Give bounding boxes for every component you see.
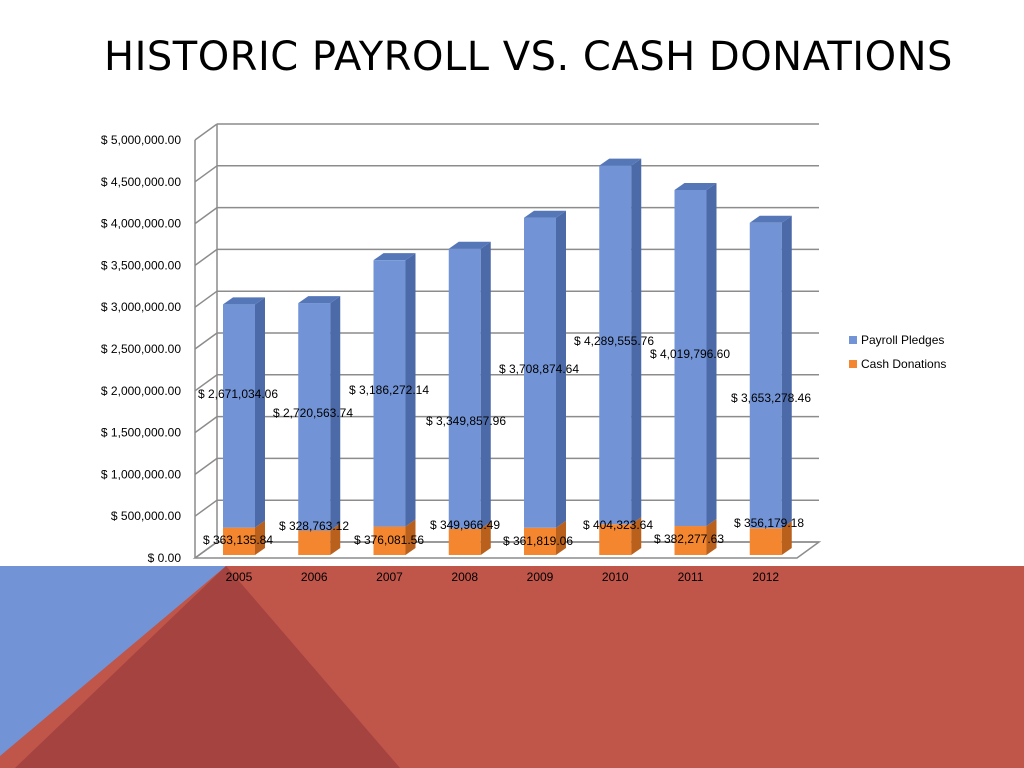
bar-cash-2009-front <box>524 527 556 555</box>
y-tick-label: $ 4,500,000.00 <box>101 175 181 189</box>
x-tick-label: 2006 <box>301 570 328 584</box>
x-tick-label: 2005 <box>226 570 253 584</box>
bar-cash-2009-side <box>556 520 566 555</box>
bar-cash-2007-side <box>405 519 416 555</box>
y-tick-label: $ 5,000,000.00 <box>101 133 181 147</box>
bar-cash-2012-front <box>749 528 782 555</box>
data-label-cash: $ 363,135.84 <box>203 533 273 547</box>
gridline-side <box>194 248 218 267</box>
bar-payroll-2007-side <box>405 253 416 527</box>
data-label-cash: $ 356,179.18 <box>734 516 804 530</box>
legend-item-cash: Cash Donations <box>849 352 946 376</box>
bar-top-2011 <box>674 182 717 190</box>
data-label-payroll: $ 3,186,272.14 <box>349 383 429 397</box>
data-label-cash: $ 328,763.12 <box>279 519 349 533</box>
chart-floor <box>192 541 822 559</box>
gridline-side <box>194 374 218 392</box>
x-tick-label: 2010 <box>602 570 629 584</box>
bar-top-2010 <box>599 158 642 166</box>
x-tick-label: 2008 <box>451 570 478 584</box>
bar-cash-2005-side <box>255 520 265 555</box>
legend-label-payroll: Payroll Pledges <box>861 333 945 347</box>
bar-cash-2006-side <box>330 523 341 555</box>
data-label-cash: $ 349,966.49 <box>430 518 500 532</box>
bar-payroll-2005-front <box>223 304 255 528</box>
bar-top-2008 <box>448 241 491 249</box>
bar-payroll-2005-side <box>255 297 265 528</box>
bar-cash-2010-side <box>631 517 642 555</box>
y-tick-label: $ 3,000,000.00 <box>101 300 181 314</box>
legend-swatch-payroll <box>849 336 857 344</box>
gridline-side <box>194 415 218 434</box>
y-tick-label: $ 3,500,000.00 <box>101 258 181 272</box>
y-tick-label: $ 500,000.00 <box>111 509 181 523</box>
data-label-cash: $ 361,819.06 <box>503 534 573 548</box>
bar-payroll-2007-front <box>373 260 406 527</box>
bar-cash-2008-front <box>448 528 481 555</box>
x-tick-label: 2011 <box>678 570 704 584</box>
bar-payroll-2011-front <box>674 189 707 527</box>
bar-payroll-2011-side <box>706 182 717 527</box>
data-label-cash: $ 404,323.64 <box>583 518 653 532</box>
gridline-side <box>194 206 218 225</box>
y-tick-label: $ 0.00 <box>148 551 182 565</box>
y-tick-label: $ 2,000,000.00 <box>101 384 181 398</box>
x-tick-label: 2012 <box>752 570 779 584</box>
x-tick-label: 2009 <box>527 570 554 584</box>
data-label-payroll: $ 4,289,555.76 <box>574 334 654 348</box>
y-tick-label: $ 1,000,000.00 <box>101 467 181 481</box>
slide-title: HISTORIC PAYROLL VS. CASH DONATIONS <box>104 34 953 80</box>
bar-top-2012 <box>749 215 792 223</box>
bar-top-2007 <box>373 253 416 261</box>
bar-cash-2005-front <box>223 527 255 555</box>
gridline-side <box>194 123 218 141</box>
gridline-side <box>194 332 218 350</box>
gridline-side <box>194 165 218 183</box>
bar-top-2005 <box>223 297 265 305</box>
bar-cash-2007-front <box>373 526 406 555</box>
bar-cash-2012-side <box>781 521 792 555</box>
bar-cash-2008-side <box>480 521 491 555</box>
y-tick-label: $ 2,500,000.00 <box>101 342 181 356</box>
x-tick-label: 2007 <box>376 570 403 584</box>
bar-payroll-2010-front <box>599 165 632 525</box>
data-label-payroll: $ 3,708,874.64 <box>499 362 579 376</box>
y-tick-label: $ 4,000,000.00 <box>101 217 181 231</box>
chart-legend: Payroll Pledges Cash Donations <box>849 328 946 376</box>
bar-payroll-2008-front <box>448 248 481 529</box>
bar-cash-2011-side <box>706 519 717 555</box>
bar-payroll-2009-side <box>556 210 566 528</box>
data-label-payroll: $ 3,349,857.96 <box>426 414 506 428</box>
bar-payroll-2012-front <box>749 222 782 529</box>
bar-payroll-2010-side <box>631 158 642 525</box>
dark-red-triangle <box>15 566 400 768</box>
legend-swatch-cash <box>849 360 857 368</box>
gridline-side <box>194 290 218 308</box>
data-label-cash: $ 376,081.56 <box>354 533 424 547</box>
gridline-side <box>194 499 218 517</box>
bar-payroll-2006-front <box>298 303 331 531</box>
bar-payroll-2009-front <box>524 217 556 528</box>
bar-cash-2011-front <box>674 526 707 555</box>
gridline-side <box>194 457 218 476</box>
blue-triangle <box>0 566 226 756</box>
data-label-payroll: $ 2,671,034.06 <box>198 387 278 401</box>
bar-payroll-2006-side <box>330 296 341 531</box>
bar-top-2009 <box>524 210 566 218</box>
y-tick-label: $ 1,500,000.00 <box>101 426 181 440</box>
legend-label-cash: Cash Donations <box>861 357 947 371</box>
data-label-payroll: $ 3,653,278.46 <box>731 391 811 405</box>
legend-item-payroll: Payroll Pledges <box>849 328 946 352</box>
bar-cash-2010-front <box>599 524 632 555</box>
data-label-cash: $ 382,277.63 <box>654 532 724 546</box>
data-label-payroll: $ 4,019,796.60 <box>650 347 730 361</box>
bar-payroll-2008-side <box>480 241 491 529</box>
bar-top-2006 <box>298 296 341 304</box>
bar-cash-2006-front <box>298 530 331 555</box>
bar-payroll-2012-side <box>781 215 792 529</box>
data-label-payroll: $ 2,720,563.74 <box>273 406 353 420</box>
